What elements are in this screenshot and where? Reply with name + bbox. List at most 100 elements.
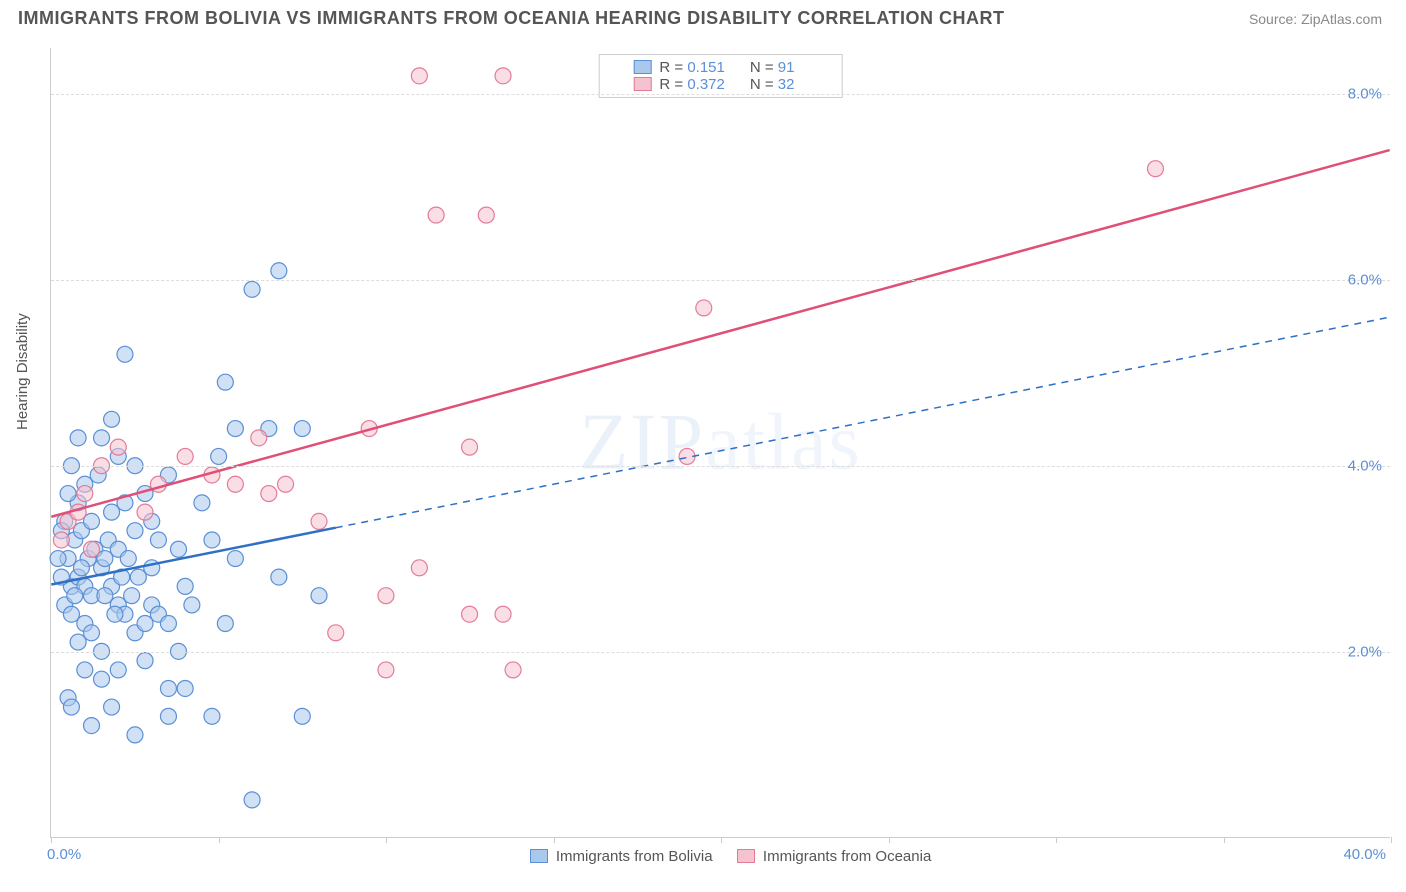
data-point (63, 606, 79, 622)
data-point (177, 578, 193, 594)
data-point (271, 263, 287, 279)
data-point (696, 300, 712, 316)
x-tick (1224, 837, 1225, 843)
scatter-svg (51, 48, 1390, 837)
x-tick (1391, 837, 1392, 843)
gridline (51, 280, 1390, 281)
chart-title: IMMIGRANTS FROM BOLIVIA VS IMMIGRANTS FR… (18, 8, 1004, 29)
data-point (328, 625, 344, 641)
data-point (294, 708, 310, 724)
data-point (217, 374, 233, 390)
data-point (137, 616, 153, 632)
x-tick (1056, 837, 1057, 843)
data-point (137, 504, 153, 520)
data-point (84, 718, 100, 734)
legend-stats: R = 0.151 N = 91 R = 0.372 N = 32 (598, 54, 843, 98)
data-point (50, 551, 66, 567)
data-point (227, 476, 243, 492)
y-tick-label: 2.0% (1348, 644, 1382, 661)
n-value: 91 (778, 59, 828, 76)
data-point (94, 430, 110, 446)
data-point (505, 662, 521, 678)
data-point (462, 439, 478, 455)
data-point (495, 606, 511, 622)
data-point (137, 653, 153, 669)
legend-swatch (633, 77, 651, 91)
r-value: 0.372 (687, 76, 737, 93)
data-point (70, 634, 86, 650)
y-tick-label: 4.0% (1348, 458, 1382, 475)
legend-label: Immigrants from Oceania (763, 848, 931, 865)
data-point (124, 588, 140, 604)
data-point (73, 560, 89, 576)
data-point (160, 680, 176, 696)
data-point (311, 588, 327, 604)
legend-stats-row: R = 0.372 N = 32 (613, 76, 828, 93)
data-point (227, 551, 243, 567)
data-point (462, 606, 478, 622)
data-point (97, 551, 113, 567)
data-point (261, 486, 277, 502)
legend-swatch (633, 60, 651, 74)
data-point (104, 411, 120, 427)
data-point (204, 708, 220, 724)
data-point (278, 476, 294, 492)
y-axis-label: Hearing Disability (14, 313, 31, 430)
chart-plot-area: ZIPatlas R = 0.151 N = 91 R = 0.372 N = … (50, 48, 1390, 838)
data-point (478, 207, 494, 223)
data-point (211, 448, 227, 464)
data-point (495, 68, 511, 84)
chart-source: Source: ZipAtlas.com (1249, 11, 1382, 27)
data-point (107, 606, 123, 622)
data-point (428, 207, 444, 223)
data-point (194, 495, 210, 511)
data-point (411, 68, 427, 84)
data-point (227, 421, 243, 437)
gridline (51, 94, 1390, 95)
data-point (60, 486, 76, 502)
data-point (411, 560, 427, 576)
data-point (294, 421, 310, 437)
n-value: 32 (778, 76, 828, 93)
x-tick (554, 837, 555, 843)
data-point (117, 346, 133, 362)
data-point (77, 486, 93, 502)
trend-line (51, 150, 1389, 517)
data-point (244, 281, 260, 297)
chart-header: IMMIGRANTS FROM BOLIVIA VS IMMIGRANTS FR… (0, 0, 1406, 33)
data-point (77, 662, 93, 678)
data-point (127, 727, 143, 743)
y-tick-label: 6.0% (1348, 272, 1382, 289)
x-tick (721, 837, 722, 843)
data-point (378, 662, 394, 678)
data-point (244, 792, 260, 808)
data-point (251, 430, 267, 446)
data-point (104, 504, 120, 520)
legend-swatch (530, 849, 548, 863)
y-tick-label: 8.0% (1348, 86, 1382, 103)
data-point (130, 569, 146, 585)
r-value: 0.151 (687, 59, 737, 76)
data-point (104, 699, 120, 715)
x-tick (386, 837, 387, 843)
data-point (110, 662, 126, 678)
data-point (1147, 161, 1163, 177)
data-point (378, 588, 394, 604)
data-point (204, 532, 220, 548)
data-point (84, 625, 100, 641)
data-point (271, 569, 287, 585)
data-point (94, 671, 110, 687)
trend-line-extrapolated (336, 317, 1390, 528)
data-point (127, 523, 143, 539)
legend-stats-row: R = 0.151 N = 91 (613, 59, 828, 76)
data-point (53, 532, 69, 548)
x-tick (889, 837, 890, 843)
data-point (84, 513, 100, 529)
data-point (170, 541, 186, 557)
data-point (160, 616, 176, 632)
legend-swatch (737, 849, 755, 863)
data-point (160, 708, 176, 724)
data-point (150, 532, 166, 548)
data-point (70, 430, 86, 446)
x-tick (219, 837, 220, 843)
